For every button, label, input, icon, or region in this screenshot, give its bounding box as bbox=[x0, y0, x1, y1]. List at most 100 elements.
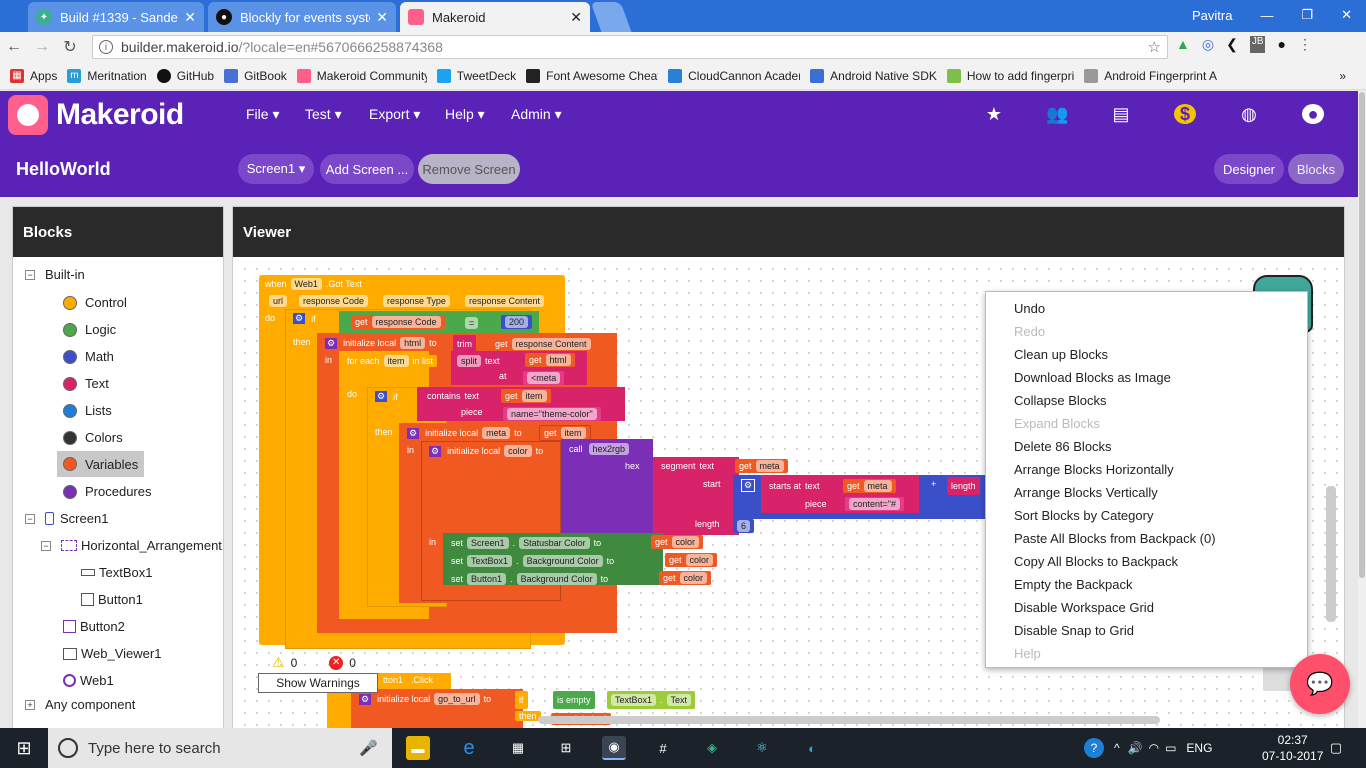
var-dropdown[interactable]: item bbox=[560, 427, 586, 439]
call-hex2rgb-block[interactable] bbox=[561, 439, 653, 535]
chevron-left-icon[interactable]: ❮ bbox=[1226, 36, 1238, 52]
close-icon[interactable]: ✕ bbox=[376, 8, 388, 25]
component-dropdown[interactable]: TextBox1 bbox=[467, 555, 513, 567]
menu-item-clean-up[interactable]: Clean up Blocks bbox=[1014, 347, 1108, 362]
microphone-icon[interactable]: 🎤 bbox=[359, 740, 378, 757]
tab-build[interactable]: ✦ Build #1339 - Sander054 ✕ bbox=[28, 2, 204, 32]
profile-name[interactable]: Pavitra bbox=[1191, 7, 1233, 23]
var-dropdown[interactable]: meta bbox=[755, 460, 784, 472]
bookmark-apps[interactable]: ▦ Apps bbox=[10, 68, 57, 83]
var-name-field[interactable]: meta bbox=[482, 427, 511, 439]
blocks-button[interactable]: Blocks bbox=[1288, 154, 1344, 184]
tree-screen1[interactable]: − Screen1 bbox=[25, 511, 108, 526]
folder-star-icon[interactable]: ★ bbox=[985, 104, 1003, 124]
number-field[interactable]: 6 bbox=[737, 520, 751, 532]
tab-blockly[interactable]: ● Blockly for events system ✕ bbox=[208, 2, 396, 32]
menu-item-delete[interactable]: Delete 86 Blocks bbox=[1014, 439, 1112, 454]
tree-item-variables[interactable]: Variables bbox=[57, 451, 145, 477]
slack-icon[interactable]: # bbox=[659, 740, 667, 756]
menu-item-disable-grid[interactable]: Disable Workspace Grid bbox=[1014, 600, 1154, 615]
var-dropdown[interactable]: color bbox=[671, 536, 700, 548]
tree-item-math[interactable]: Math bbox=[63, 349, 114, 364]
menu-export[interactable]: Export ▾ bbox=[369, 106, 421, 122]
makeroid-logo[interactable]: Makeroid bbox=[8, 95, 184, 135]
var-dropdown[interactable]: item bbox=[521, 390, 547, 402]
property-dropdown[interactable]: Statusbar Color bbox=[519, 537, 590, 549]
length-block[interactable]: length bbox=[947, 477, 980, 495]
text-string-field[interactable]: <meta bbox=[527, 372, 561, 384]
gear-icon[interactable]: ⚙ bbox=[429, 445, 442, 457]
param-url[interactable]: url bbox=[269, 295, 288, 307]
collapse-icon[interactable]: − bbox=[25, 513, 35, 524]
component-dropdown[interactable]: Screen1 bbox=[467, 537, 509, 549]
gear-icon[interactable]: ⚙ bbox=[407, 427, 420, 439]
menu-item-collapse[interactable]: Collapse Blocks bbox=[1014, 393, 1107, 408]
drive-icon[interactable]: ▲ bbox=[1176, 36, 1190, 52]
tree-textbox1[interactable]: TextBox1 bbox=[81, 565, 152, 580]
star-icon[interactable]: ☆ bbox=[1147, 39, 1161, 56]
jb-icon[interactable]: JB bbox=[1249, 36, 1266, 53]
menu-file[interactable]: File ▾ bbox=[246, 106, 280, 122]
text-string-field[interactable]: name="theme-color" bbox=[507, 408, 597, 420]
menu-item-copy-backpack[interactable]: Copy All Blocks to Backpack bbox=[1014, 554, 1179, 569]
new-tab-button[interactable] bbox=[590, 2, 632, 32]
tree-webviewer1[interactable]: Web_Viewer1 bbox=[63, 646, 161, 661]
text-string-field[interactable]: content="# bbox=[849, 498, 900, 510]
reload-icon[interactable]: ↻ bbox=[63, 39, 77, 56]
back-icon[interactable]: ← bbox=[6, 38, 22, 55]
calculator-icon[interactable]: ▦ bbox=[511, 740, 525, 755]
page-scrollbar-thumb[interactable] bbox=[1359, 92, 1365, 578]
var-dropdown[interactable]: html bbox=[545, 354, 571, 366]
tree-item-colors[interactable]: Colors bbox=[63, 430, 123, 445]
minimize-icon[interactable]: — bbox=[1260, 7, 1274, 23]
app-icon[interactable]: ◐ bbox=[808, 740, 816, 756]
remove-screen-button[interactable]: Remove Screen bbox=[418, 154, 520, 184]
info-icon[interactable]: i bbox=[99, 40, 113, 54]
bookmark-gitbook[interactable]: GitBook bbox=[224, 68, 287, 83]
bookmark-meritnation[interactable]: m Meritnation bbox=[67, 68, 147, 83]
workspace-horizontal-scrollbar[interactable] bbox=[538, 716, 1160, 724]
chat-icon[interactable]: 💬 bbox=[1290, 654, 1350, 714]
github-ext-icon[interactable]: ● bbox=[1277, 36, 1286, 52]
workspace-vertical-scrollbar[interactable] bbox=[1326, 486, 1336, 622]
menu-item-download-image[interactable]: Download Blocks as Image bbox=[1014, 370, 1171, 385]
tree-button1[interactable]: Button1 bbox=[81, 592, 143, 607]
menu-item-undo[interactable]: Undo bbox=[1014, 301, 1046, 316]
bookmark-makeroid[interactable]: Makeroid Community bbox=[296, 68, 427, 83]
tab-makeroid[interactable]: Makeroid ✕ bbox=[400, 2, 590, 32]
bookmark-fingerprint2[interactable]: Android Fingerprint A bbox=[1084, 68, 1217, 83]
maximize-icon[interactable]: ❐ bbox=[1301, 7, 1314, 22]
show-warnings-button[interactable]: Show Warnings bbox=[258, 673, 378, 693]
menu-item-empty-backpack[interactable]: Empty the Backpack bbox=[1014, 577, 1133, 592]
forward-icon[interactable]: → bbox=[34, 38, 50, 55]
bookmark-fontawesome[interactable]: Font Awesome Cheat bbox=[526, 68, 658, 83]
gear-icon[interactable]: ⚙ bbox=[293, 313, 306, 324]
var-name-field[interactable]: go_to_url bbox=[434, 693, 480, 705]
taskbar-search[interactable]: Type here to search 🎤 bbox=[48, 728, 392, 768]
menu-item-arrange-horizontal[interactable]: Arrange Blocks Horizontally bbox=[1014, 462, 1174, 477]
tree-builtin[interactable]: − Built-in bbox=[25, 267, 85, 282]
property-dropdown[interactable]: Background Color bbox=[522, 555, 603, 567]
tree-web1[interactable]: Web1 bbox=[63, 673, 114, 688]
account-icon[interactable]: ● bbox=[1302, 104, 1324, 124]
menu-admin[interactable]: Admin ▾ bbox=[511, 106, 562, 122]
var-dropdown[interactable]: color bbox=[679, 572, 708, 584]
volume-icon[interactable]: 🔊 bbox=[1127, 741, 1143, 755]
var-name-field[interactable]: item bbox=[383, 355, 409, 367]
component-dropdown[interactable]: TextBox1 bbox=[611, 694, 657, 706]
screen-select[interactable]: Screen1 ▾ bbox=[238, 154, 314, 184]
dollar-icon[interactable]: $ bbox=[1174, 104, 1196, 124]
language-indicator[interactable]: ENG bbox=[1186, 741, 1213, 755]
var-dropdown[interactable]: meta bbox=[863, 480, 892, 492]
collapse-icon[interactable]: − bbox=[25, 269, 35, 280]
trim-block[interactable]: trim bbox=[453, 335, 476, 353]
designer-button[interactable]: Designer bbox=[1214, 154, 1284, 184]
property-dropdown[interactable]: Background Color bbox=[516, 573, 597, 585]
add-screen-button[interactable]: Add Screen ... bbox=[320, 154, 414, 184]
menu-item-sort-category[interactable]: Sort Blocks by Category bbox=[1014, 508, 1154, 523]
tree-item-control[interactable]: Control bbox=[63, 295, 127, 310]
clock[interactable]: 02:37 07-10-2017 bbox=[1262, 732, 1323, 764]
bookmark-github[interactable]: GitHub bbox=[156, 68, 214, 83]
menu-icon[interactable]: ⋮ bbox=[1297, 36, 1312, 52]
var-dropdown[interactable]: color bbox=[685, 554, 714, 566]
